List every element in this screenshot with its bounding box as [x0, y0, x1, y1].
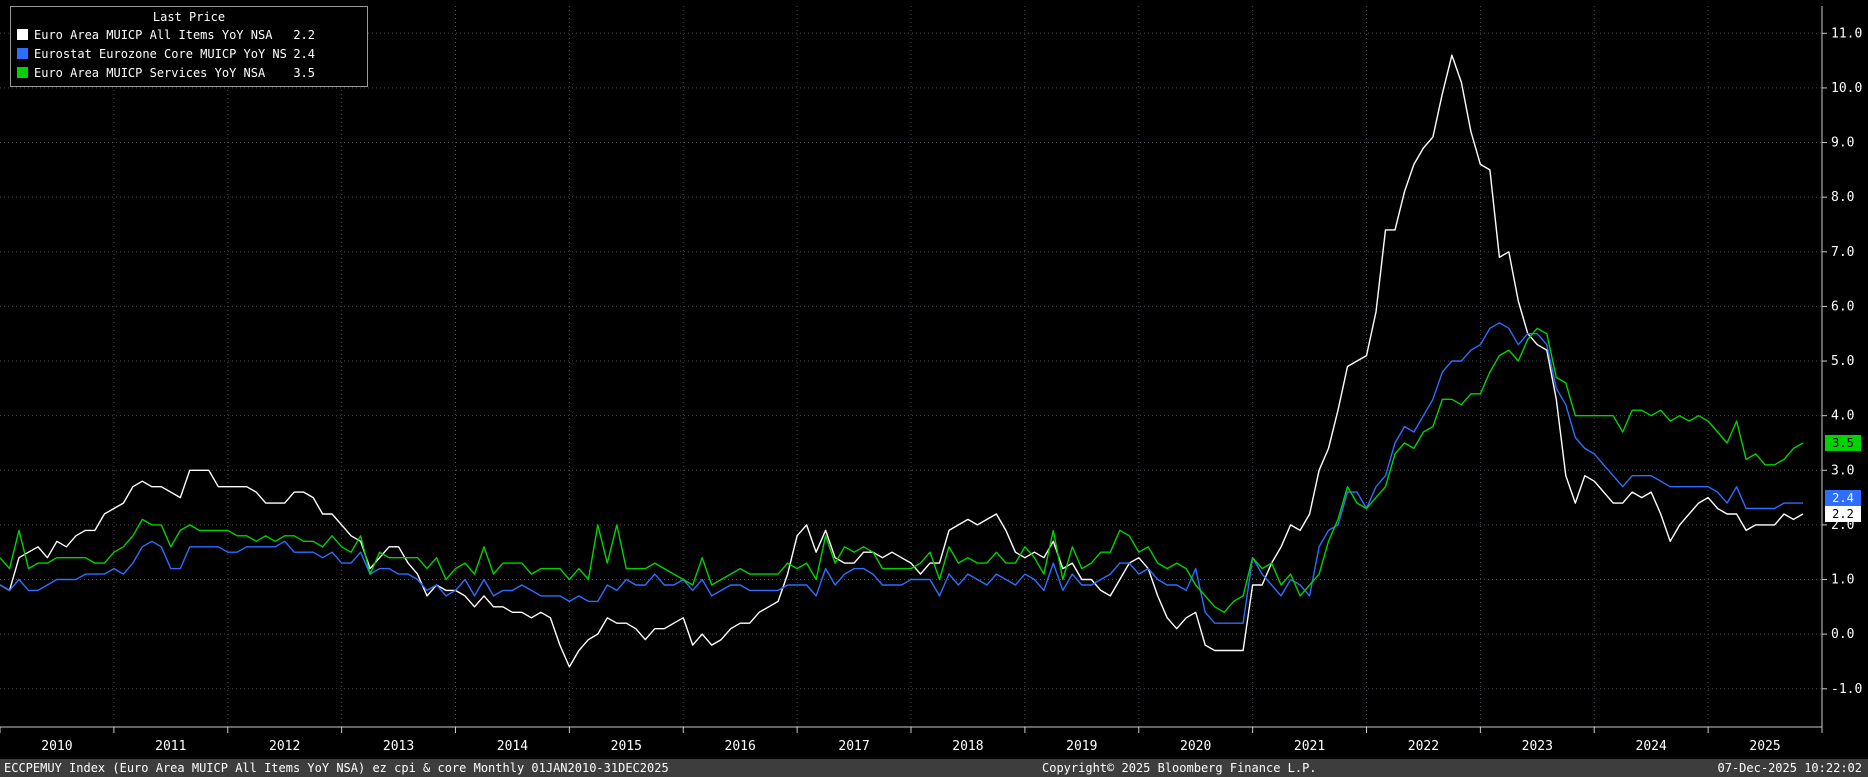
y-axis-tick-label: 4.0	[1831, 409, 1854, 424]
y-axis-tick-label: 1.0	[1831, 573, 1854, 588]
y-axis-tick-label: 3.0	[1831, 463, 1854, 478]
svg-text:2.4: 2.4	[1832, 491, 1854, 505]
y-axis-tick-label: 5.0	[1831, 354, 1854, 369]
headline-series-label: Euro Area MUICP All Items YoY NSA	[34, 27, 273, 42]
x-axis-year-label: 2025	[1749, 739, 1780, 754]
y-axis-tick-label: 7.0	[1831, 245, 1854, 260]
y-axis-tick-label: 0.0	[1831, 627, 1854, 642]
x-axis-year-label: 2021	[1294, 739, 1325, 754]
axis-price-label: 2.4	[1825, 489, 1861, 506]
x-axis-year-label: 2020	[1180, 739, 1211, 754]
legend-title: Last Price	[152, 10, 226, 24]
y-axis-tick-label: 8.0	[1831, 190, 1854, 205]
services-series-label: Euro Area MUICP Services YoY NSA	[34, 65, 266, 80]
y-axis-tick-label: 9.0	[1831, 136, 1854, 151]
x-axis-year-label: 2019	[1066, 739, 1097, 754]
chart-description-text: ECCPEMUY Index (Euro Area MUICP All Item…	[4, 761, 669, 775]
legend-item-headline[interactable]: Euro Area MUICP All Items YoY NSA 2.2	[17, 25, 361, 44]
x-axis-year-label: 2011	[155, 739, 186, 754]
timestamp-text: 07-Dec-2025 10:22:02	[1717, 761, 1863, 775]
grid-layer	[0, 6, 1822, 727]
x-axis-year-label: 2010	[41, 739, 72, 754]
axis-price-label: 3.5	[1825, 434, 1861, 451]
core-series-color-swatch	[17, 48, 28, 59]
legend-item-services[interactable]: Euro Area MUICP Services YoY NSA 3.5	[17, 63, 361, 82]
status-bar: ECCPEMUY Index (Euro Area MUICP All Item…	[0, 759, 1868, 777]
series-layer	[0, 54, 1804, 668]
x-axis-year-label: 2012	[269, 739, 300, 754]
y-axis-tick-label: 11.0	[1831, 26, 1862, 41]
axis-price-label: 2.2	[1825, 505, 1861, 522]
svg-text:2.2: 2.2	[1832, 507, 1854, 521]
axes-layer: -1.00.01.02.03.04.05.06.07.08.09.010.011…	[0, 6, 1862, 754]
services-series-color-swatch	[17, 67, 28, 78]
x-axis-year-label: 2018	[952, 739, 983, 754]
svg-text:3.5: 3.5	[1832, 436, 1854, 450]
services-series-last-price: 3.5	[293, 65, 315, 80]
series-line	[0, 327, 1804, 613]
headline-series-last-price: 2.2	[293, 27, 315, 42]
chart-legend[interactable]: Last Price Euro Area MUICP All Items YoY…	[10, 6, 368, 87]
core-series-label: Eurostat Eurozone Core MUICP YoY NSA	[34, 46, 288, 61]
series-line	[0, 54, 1804, 668]
x-axis-year-label: 2024	[1636, 739, 1667, 754]
copyright-text: Copyright© 2025 Bloomberg Finance L.P.	[1042, 761, 1317, 775]
x-axis-year-label: 2015	[611, 739, 642, 754]
series-line	[0, 322, 1803, 624]
x-axis-year-label: 2017	[838, 739, 869, 754]
x-axis-year-label: 2016	[725, 739, 756, 754]
y-axis-tick-label: 10.0	[1831, 81, 1862, 96]
x-axis-year-label: 2014	[497, 739, 528, 754]
x-axis-year-label: 2013	[383, 739, 414, 754]
core-series-last-price: 2.4	[293, 46, 315, 61]
headline-series-color-swatch	[17, 29, 28, 40]
legend-item-core[interactable]: Eurostat Eurozone Core MUICP YoY NSA 2.4	[17, 44, 361, 63]
y-axis-tick-label: 6.0	[1831, 299, 1854, 314]
x-axis-year-label: 2023	[1522, 739, 1553, 754]
y-axis-tick-label: -1.0	[1831, 682, 1862, 697]
x-axis-year-label: 2022	[1408, 739, 1439, 754]
